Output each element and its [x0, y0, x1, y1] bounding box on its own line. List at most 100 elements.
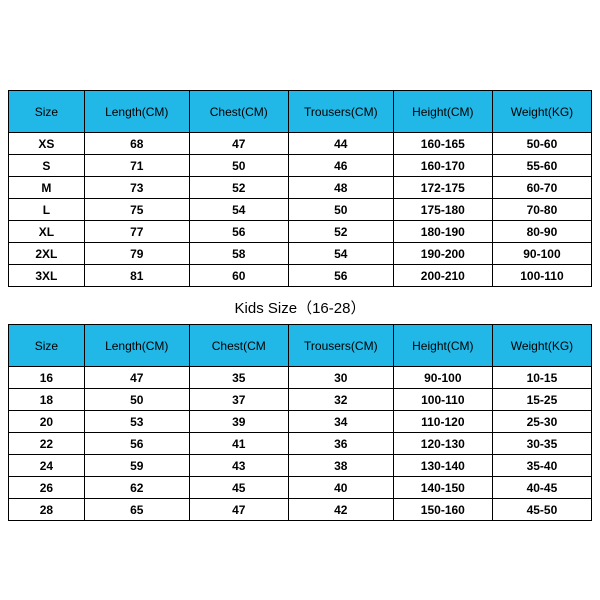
- kids-cell: 24: [9, 455, 85, 477]
- kids-cell: 47: [84, 367, 189, 389]
- adult-column-header: Trousers(CM): [288, 91, 393, 133]
- kids-cell: 150-160: [393, 499, 492, 521]
- adult-cell: 54: [189, 199, 288, 221]
- kids-cell: 56: [84, 433, 189, 455]
- adult-cell: 44: [288, 133, 393, 155]
- adult-column-header: Weight(KG): [492, 91, 591, 133]
- adult-cell: 80-90: [492, 221, 591, 243]
- kids-cell: 38: [288, 455, 393, 477]
- kids-size-table: SizeLength(CM)Chest(CMTrousers(CM)Height…: [8, 324, 592, 521]
- kids-cell: 42: [288, 499, 393, 521]
- kids-cell: 34: [288, 411, 393, 433]
- kids-column-header: Trousers(CM): [288, 325, 393, 367]
- adult-cell: 46: [288, 155, 393, 177]
- adult-cell: 50: [189, 155, 288, 177]
- kids-cell: 140-150: [393, 477, 492, 499]
- adult-cell: 160-165: [393, 133, 492, 155]
- adult-cell: 200-210: [393, 265, 492, 287]
- kids-cell: 25-30: [492, 411, 591, 433]
- kids-table-row: 20533934110-12025-30: [9, 411, 592, 433]
- adult-table-row: 2XL795854190-20090-100: [9, 243, 592, 265]
- kids-cell: 40-45: [492, 477, 591, 499]
- adult-cell: 79: [84, 243, 189, 265]
- kids-cell: 35-40: [492, 455, 591, 477]
- adult-cell: 71: [84, 155, 189, 177]
- kids-cell: 50: [84, 389, 189, 411]
- kids-cell: 62: [84, 477, 189, 499]
- adult-cell: 58: [189, 243, 288, 265]
- adult-cell: 70-80: [492, 199, 591, 221]
- adult-table-row: L755450175-18070-80: [9, 199, 592, 221]
- kids-column-header: Chest(CM: [189, 325, 288, 367]
- kids-cell: 43: [189, 455, 288, 477]
- adult-cell: 68: [84, 133, 189, 155]
- adult-cell: 190-200: [393, 243, 492, 265]
- kids-header-row: SizeLength(CM)Chest(CMTrousers(CM)Height…: [9, 325, 592, 367]
- adult-cell: XL: [9, 221, 85, 243]
- adult-cell: 81: [84, 265, 189, 287]
- adult-table-row: 3XL816056200-210100-110: [9, 265, 592, 287]
- adult-cell: 48: [288, 177, 393, 199]
- adult-cell: 60: [189, 265, 288, 287]
- kids-cell: 47: [189, 499, 288, 521]
- adult-column-header: Height(CM): [393, 91, 492, 133]
- kids-cell: 41: [189, 433, 288, 455]
- adult-cell: 172-175: [393, 177, 492, 199]
- kids-cell: 15-25: [492, 389, 591, 411]
- kids-column-header: Size: [9, 325, 85, 367]
- kids-cell: 40: [288, 477, 393, 499]
- kids-cell: 45: [189, 477, 288, 499]
- adult-cell: 3XL: [9, 265, 85, 287]
- kids-cell: 110-120: [393, 411, 492, 433]
- adult-cell: L: [9, 199, 85, 221]
- adult-table-row: XS684744160-16550-60: [9, 133, 592, 155]
- kids-column-header: Weight(KG): [492, 325, 591, 367]
- kids-cell: 39: [189, 411, 288, 433]
- kids-column-header: Length(CM): [84, 325, 189, 367]
- kids-cell: 65: [84, 499, 189, 521]
- kids-cell: 45-50: [492, 499, 591, 521]
- adult-column-header: Length(CM): [84, 91, 189, 133]
- adult-body: XS684744160-16550-60S715046160-17055-60M…: [9, 133, 592, 287]
- adult-cell: 175-180: [393, 199, 492, 221]
- adult-cell: 75: [84, 199, 189, 221]
- kids-table-row: 28654742150-16045-50: [9, 499, 592, 521]
- adult-header-row: SizeLength(CM)Chest(CM)Trousers(CM)Heigh…: [9, 91, 592, 133]
- kids-section-title: Kids Size（16-28）: [8, 297, 592, 318]
- kids-cell: 20: [9, 411, 85, 433]
- kids-cell: 120-130: [393, 433, 492, 455]
- kids-cell: 59: [84, 455, 189, 477]
- kids-cell: 100-110: [393, 389, 492, 411]
- adult-table-row: S715046160-17055-60: [9, 155, 592, 177]
- adult-cell: 100-110: [492, 265, 591, 287]
- adult-cell: 2XL: [9, 243, 85, 265]
- kids-cell: 18: [9, 389, 85, 411]
- adult-cell: 47: [189, 133, 288, 155]
- adult-cell: 60-70: [492, 177, 591, 199]
- adult-cell: S: [9, 155, 85, 177]
- adult-cell: 90-100: [492, 243, 591, 265]
- adult-cell: XS: [9, 133, 85, 155]
- adult-cell: 73: [84, 177, 189, 199]
- kids-cell: 37: [189, 389, 288, 411]
- adult-cell: 77: [84, 221, 189, 243]
- adult-size-table: SizeLength(CM)Chest(CM)Trousers(CM)Heigh…: [8, 90, 592, 287]
- adult-cell: 180-190: [393, 221, 492, 243]
- adult-table-row: M735248172-17560-70: [9, 177, 592, 199]
- kids-cell: 28: [9, 499, 85, 521]
- kids-cell: 22: [9, 433, 85, 455]
- kids-cell: 36: [288, 433, 393, 455]
- adult-cell: 50: [288, 199, 393, 221]
- kids-cell: 53: [84, 411, 189, 433]
- kids-table-row: 1647353090-10010-15: [9, 367, 592, 389]
- adult-cell: 160-170: [393, 155, 492, 177]
- adult-cell: M: [9, 177, 85, 199]
- kids-column-header: Height(CM): [393, 325, 492, 367]
- kids-cell: 10-15: [492, 367, 591, 389]
- adult-cell: 56: [288, 265, 393, 287]
- adult-column-header: Size: [9, 91, 85, 133]
- adult-cell: 56: [189, 221, 288, 243]
- kids-cell: 26: [9, 477, 85, 499]
- adult-column-header: Chest(CM): [189, 91, 288, 133]
- adult-cell: 55-60: [492, 155, 591, 177]
